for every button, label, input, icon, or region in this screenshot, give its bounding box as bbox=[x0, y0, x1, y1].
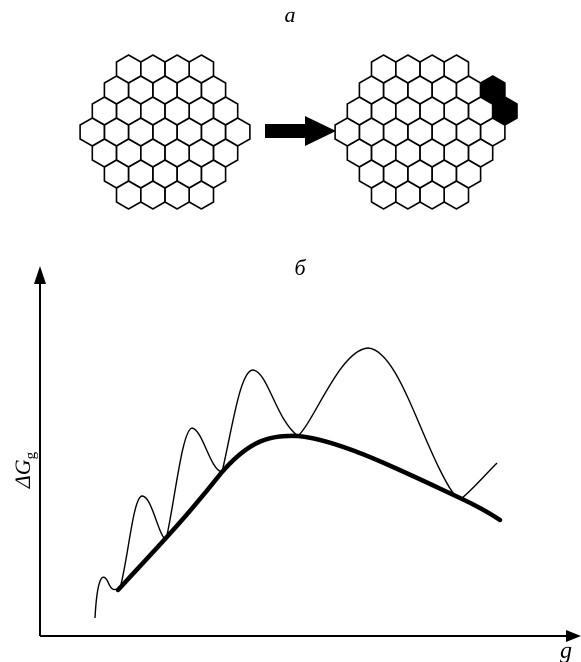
y-axis-label: ΔGg bbox=[10, 451, 39, 489]
y-axis-label-main: ΔG bbox=[10, 459, 35, 489]
figure: а б ΔGg g bbox=[0, 0, 581, 662]
y-axis-arrow bbox=[34, 266, 46, 284]
panel-label: а bbox=[285, 2, 296, 27]
cell bbox=[226, 118, 250, 146]
panel-label: б bbox=[294, 255, 306, 280]
x-axis-label: g bbox=[560, 638, 572, 662]
arrow bbox=[265, 116, 336, 146]
energy-curve bbox=[95, 348, 497, 618]
y-axis-label-subscript: g bbox=[23, 451, 39, 459]
added-cell bbox=[493, 97, 517, 125]
envelope-curve bbox=[118, 436, 500, 590]
